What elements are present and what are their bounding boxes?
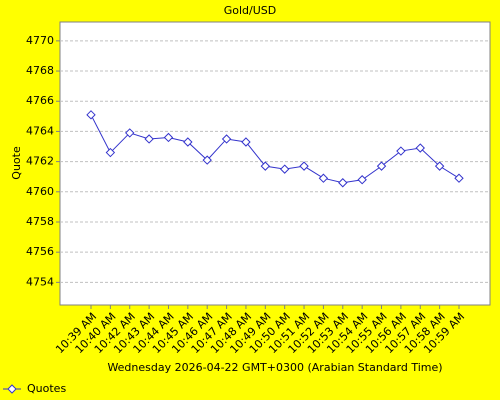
y-axis-label: Quote — [10, 146, 23, 180]
legend-marker — [7, 384, 17, 394]
data-point — [125, 128, 135, 138]
y-tick-label: 4758 — [26, 215, 54, 228]
y-tick-label: 4756 — [26, 245, 54, 258]
data-point — [279, 164, 290, 174]
data-point — [318, 173, 329, 183]
data-point — [183, 137, 193, 147]
data-point — [454, 173, 464, 183]
data-point — [202, 155, 212, 165]
data-point — [221, 134, 232, 144]
data-point — [241, 137, 251, 147]
data-point — [86, 110, 96, 120]
y-tick-label: 4754 — [26, 275, 54, 288]
chart-title: Gold/USD — [224, 4, 277, 17]
data-point — [163, 132, 174, 143]
data-point — [144, 134, 154, 144]
y-tick-label: 4760 — [26, 185, 54, 198]
data-point — [415, 143, 425, 153]
x-axis-label: Wednesday 2026-04-22 GMT+0300 (Arabian S… — [107, 361, 442, 374]
data-point — [357, 175, 367, 185]
data-point — [396, 146, 406, 156]
data-point — [376, 161, 387, 171]
data-point — [434, 161, 445, 171]
y-tick-label: 4770 — [26, 34, 54, 47]
y-tick-label: 4768 — [26, 64, 54, 77]
data-point — [299, 161, 309, 171]
data-point — [338, 178, 348, 188]
data-point — [260, 161, 271, 171]
legend-label: Quotes — [27, 382, 66, 395]
y-tick-label: 4764 — [26, 124, 54, 137]
plot-area — [59, 21, 491, 306]
y-tick-label: 4762 — [26, 155, 54, 168]
y-tick-label: 4766 — [26, 94, 54, 107]
data-point — [105, 147, 116, 158]
